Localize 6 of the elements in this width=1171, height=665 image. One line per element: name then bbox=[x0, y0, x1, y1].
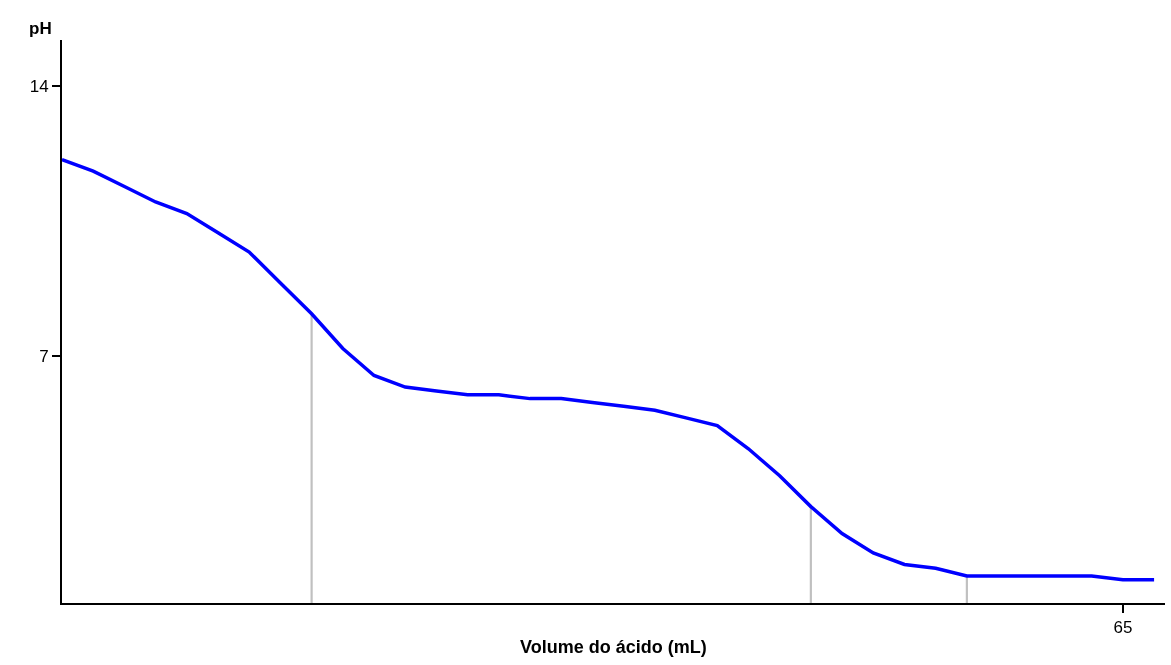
line-series bbox=[62, 157, 1156, 582]
x-tick-label: 65 bbox=[1113, 618, 1133, 638]
y-tick-label: 7 bbox=[39, 347, 49, 367]
y-tick-label: 14 bbox=[29, 77, 49, 97]
y-axis-title: pH bbox=[29, 19, 52, 38]
x-axis-title: Volume do ácido (mL) bbox=[520, 637, 707, 657]
